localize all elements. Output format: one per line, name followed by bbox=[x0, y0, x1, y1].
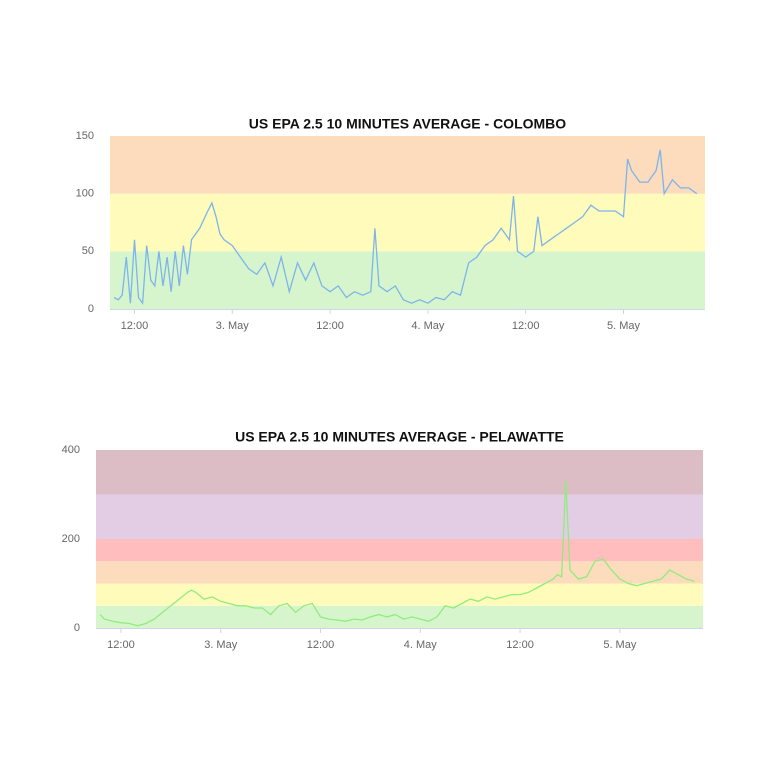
x-tick-label: 12:00 bbox=[307, 639, 335, 651]
y-tick-label: 200 bbox=[62, 533, 80, 545]
x-tick-label: 4. May bbox=[404, 639, 438, 651]
plot-band bbox=[96, 539, 703, 562]
y-tick-label: 150 bbox=[76, 130, 94, 142]
chart: US EPA 2.5 10 MINUTES AVERAGE - PELAWATT… bbox=[62, 429, 703, 651]
chart: US EPA 2.5 10 MINUTES AVERAGE - COLOMBO 0… bbox=[76, 116, 705, 332]
chart-title: US EPA 2.5 10 MINUTES AVERAGE - COLOMBO bbox=[249, 116, 566, 132]
plot-band bbox=[96, 450, 703, 495]
y-tick-label: 400 bbox=[62, 444, 80, 456]
y-tick-label: 0 bbox=[74, 622, 80, 634]
x-tick-label: 5. May bbox=[603, 639, 637, 651]
x-tick-label: 12:00 bbox=[316, 320, 344, 332]
x-tick-label: 12:00 bbox=[506, 639, 534, 651]
x-tick-label: 5. May bbox=[607, 320, 641, 332]
x-tick-label: 12:00 bbox=[107, 639, 135, 651]
y-tick-label: 0 bbox=[88, 303, 94, 315]
chart-title: US EPA 2.5 10 MINUTES AVERAGE - PELAWATT… bbox=[235, 429, 564, 445]
data-line bbox=[99, 481, 695, 627]
y-tick-label: 50 bbox=[82, 245, 94, 257]
plot-band bbox=[96, 583, 703, 606]
x-tick-label: 12:00 bbox=[512, 320, 540, 332]
x-tick-label: 3. May bbox=[204, 639, 238, 651]
plot-band bbox=[110, 136, 705, 194]
plot-band bbox=[110, 193, 705, 252]
plot-band bbox=[110, 251, 705, 309]
x-tick-label: 3. May bbox=[216, 320, 250, 332]
data-line bbox=[113, 149, 698, 306]
y-tick-label: 100 bbox=[76, 188, 94, 200]
plot-band bbox=[96, 561, 703, 584]
x-tick-label: 4. May bbox=[411, 320, 445, 332]
plot-band bbox=[96, 494, 703, 539]
x-tick-label: 12:00 bbox=[121, 320, 149, 332]
